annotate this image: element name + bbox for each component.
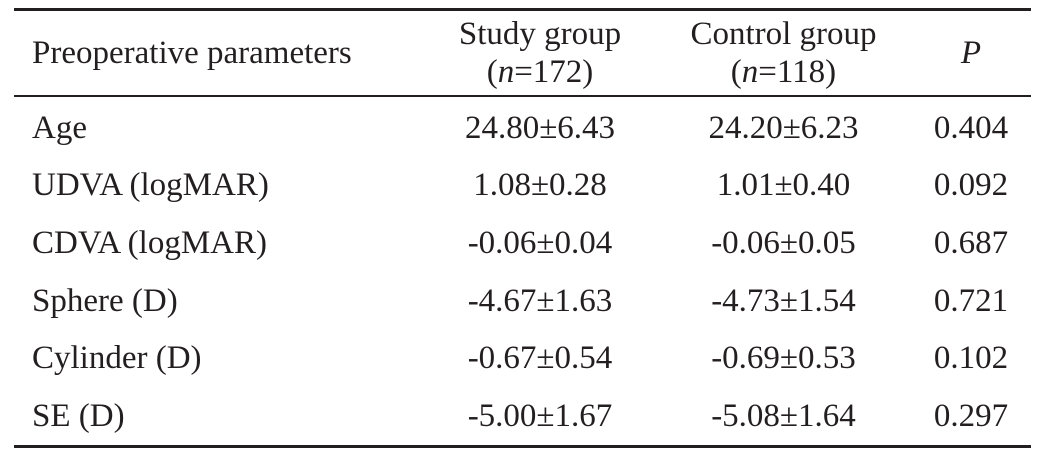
header-control-n-var: n bbox=[741, 54, 759, 90]
cell-study: -5.00±1.67 bbox=[467, 397, 613, 434]
cell-parameter: CDVA (logMAR) bbox=[32, 224, 268, 261]
header-p-value: P bbox=[960, 35, 982, 71]
table-row: Sphere (D) -4.67±1.63 -4.73±1.54 0.721 bbox=[14, 272, 1031, 330]
cell-parameter: UDVA (logMAR) bbox=[32, 167, 269, 204]
header-study-n: (n=172) bbox=[424, 53, 656, 91]
cell-study: -4.67±1.63 bbox=[467, 282, 613, 319]
table-row: SE (D) -5.00±1.67 -5.08±1.64 0.297 bbox=[14, 387, 1031, 445]
cell-control: -4.73±1.54 bbox=[711, 282, 856, 319]
header-study-n-suffix: =172) bbox=[514, 54, 594, 90]
header-study-n-prefix: ( bbox=[486, 54, 498, 90]
header-parameter: Preoperative parameters bbox=[32, 35, 352, 71]
header-control-n-prefix: ( bbox=[730, 54, 742, 90]
cell-parameter: SE (D) bbox=[32, 397, 125, 434]
header-control-n-suffix: =118) bbox=[758, 54, 837, 90]
table-bottom-rule bbox=[14, 444, 1031, 448]
header-control-group: Control group (n=118) bbox=[656, 11, 911, 95]
table-row: UDVA (logMAR) 1.08±0.28 1.01±0.40 0.092 bbox=[14, 157, 1031, 215]
cell-control: -0.06±0.05 bbox=[711, 224, 856, 261]
preoperative-parameters-table: Preoperative parameters Study group (n=1… bbox=[14, 8, 1031, 448]
cell-control: -5.08±1.64 bbox=[711, 397, 856, 434]
cell-p: 0.687 bbox=[933, 224, 1009, 261]
table-row: Cylinder (D) -0.67±0.54 -0.69±0.53 0.102 bbox=[14, 329, 1031, 387]
cell-p: 0.092 bbox=[933, 167, 1009, 204]
data-table: Preoperative parameters Study group (n=1… bbox=[14, 11, 1031, 95]
table-row: Age 24.80±6.43 24.20±6.23 0.404 bbox=[14, 97, 1031, 157]
header-study-label: Study group bbox=[458, 16, 622, 52]
cell-study: 1.08±0.28 bbox=[473, 167, 607, 204]
header-row: Preoperative parameters Study group (n=1… bbox=[14, 11, 1031, 95]
cell-p: 0.102 bbox=[933, 340, 1009, 377]
cell-study: -0.67±0.54 bbox=[467, 340, 613, 377]
cell-control: -0.69±0.53 bbox=[711, 340, 856, 377]
header-control-label: Control group bbox=[690, 16, 877, 52]
cell-study: -0.06±0.04 bbox=[467, 224, 613, 261]
cell-p: 0.404 bbox=[933, 109, 1009, 146]
table-top-rule bbox=[14, 8, 1031, 11]
cell-study: 24.80±6.43 bbox=[464, 109, 616, 146]
cell-control: 1.01±0.40 bbox=[716, 167, 851, 204]
cell-p: 0.721 bbox=[933, 282, 1009, 319]
cell-parameter: Age bbox=[32, 109, 87, 146]
header-study-n-var: n bbox=[497, 54, 515, 90]
table-row: CDVA (logMAR) -0.06±0.04 -0.06±0.05 0.68… bbox=[14, 214, 1031, 272]
cell-control: 24.20±6.23 bbox=[708, 109, 859, 146]
header-control-n: (n=118) bbox=[656, 53, 911, 91]
cell-p: 0.297 bbox=[933, 397, 1009, 434]
cell-parameter: Sphere (D) bbox=[32, 282, 178, 319]
header-rule bbox=[14, 95, 1031, 97]
cell-parameter: Cylinder (D) bbox=[32, 340, 202, 377]
header-study-group: Study group (n=172) bbox=[424, 11, 656, 95]
data-table-body: Age 24.80±6.43 24.20±6.23 0.404 UDVA (lo… bbox=[14, 97, 1031, 445]
